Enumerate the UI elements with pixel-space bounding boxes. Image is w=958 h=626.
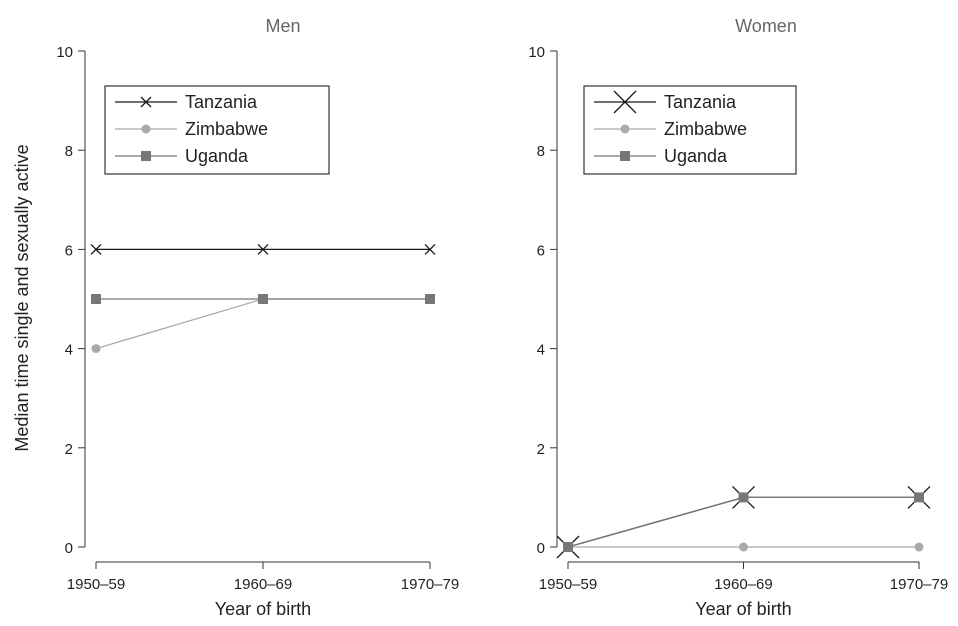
point-marker <box>739 542 748 552</box>
point-marker <box>258 294 268 304</box>
legend-label: Zimbabwe <box>185 119 268 139</box>
x-tick-label: 1950–59 <box>539 576 597 593</box>
y-tick-label: 6 <box>65 242 73 259</box>
y-tick-label: 4 <box>65 342 73 359</box>
legend-label: Tanzania <box>185 92 258 112</box>
legend-label: Uganda <box>664 146 728 166</box>
series-line-uganda <box>567 496 919 548</box>
legend-label: Zimbabwe <box>664 119 747 139</box>
point-marker <box>425 294 435 304</box>
y-tick-label: 10 <box>56 44 73 61</box>
point-marker <box>90 243 102 255</box>
y-tick-label: 6 <box>537 242 545 259</box>
panel-men: Men 0 2 4 6 8 10 1950–59 1960–69 1970–79 Year of b… <box>56 16 459 619</box>
x-tick-label: 1970–79 <box>401 576 459 593</box>
legend-label: Tanzania <box>664 92 737 112</box>
y-tick-label: 0 <box>65 540 73 557</box>
series-line-zimbabwe <box>95 298 430 350</box>
y-tick-label: 8 <box>537 143 545 160</box>
y-tick-label: 10 <box>528 44 545 61</box>
point-marker <box>738 492 749 503</box>
y-tick-label: 4 <box>537 342 545 359</box>
point-marker <box>914 542 924 552</box>
panel-women: Women 0 2 4 6 8 10 1950–59 1960–69 1970–79 Year of… <box>528 16 948 619</box>
y-tick-label: 2 <box>65 441 73 458</box>
x-tick-label: 1960–69 <box>714 576 772 593</box>
point-marker <box>91 344 101 354</box>
x-tick-label: 1950–59 <box>67 576 125 593</box>
x-axis-title: Year of birth <box>695 599 791 619</box>
legend-box <box>583 85 797 175</box>
point-marker <box>141 151 151 161</box>
point-marker <box>91 294 101 304</box>
panel-title: Men <box>265 16 300 36</box>
panel-title: Women <box>735 16 797 36</box>
y-tick-label: 0 <box>537 540 545 557</box>
point-marker <box>257 243 269 255</box>
point-marker <box>140 96 152 108</box>
y-tick-label: 2 <box>537 441 545 458</box>
point-marker <box>914 492 924 503</box>
legend-label: Uganda <box>185 146 249 166</box>
point-marker <box>424 243 436 255</box>
point-marker <box>620 151 630 161</box>
point-marker <box>620 124 630 134</box>
x-axis-title: Year of birth <box>215 599 311 619</box>
point-marker <box>613 90 637 114</box>
point-marker <box>141 124 151 134</box>
point-marker <box>563 542 573 552</box>
x-tick-label: 1970–79 <box>890 576 948 593</box>
y-axis-title: Median time single and sexually active <box>12 144 32 451</box>
y-tick-label: 8 <box>65 143 73 160</box>
series-line-tanzania <box>567 496 919 548</box>
x-tick-label: 1960–69 <box>234 576 292 593</box>
